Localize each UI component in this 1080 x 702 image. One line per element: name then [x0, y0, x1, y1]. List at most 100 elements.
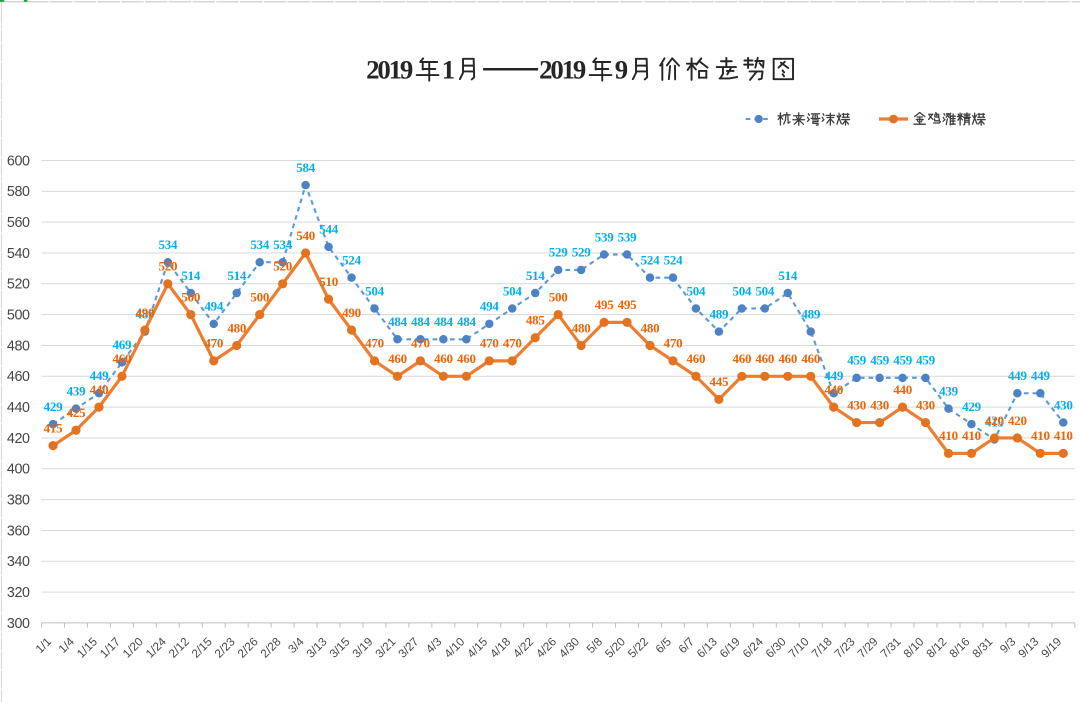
svg-text:439: 439: [67, 383, 87, 398]
svg-text:420: 420: [1008, 413, 1027, 428]
svg-text:320: 320: [7, 585, 30, 601]
svg-text:500: 500: [549, 289, 568, 304]
svg-text:459: 459: [847, 353, 867, 368]
svg-text:504: 504: [755, 283, 775, 298]
svg-text:440: 440: [824, 382, 843, 397]
svg-text:500: 500: [250, 289, 269, 304]
svg-text:500: 500: [181, 289, 200, 304]
svg-text:489: 489: [710, 306, 730, 321]
svg-text:540: 540: [296, 228, 315, 243]
svg-text:600: 600: [7, 153, 30, 169]
svg-text:470: 470: [204, 336, 223, 351]
svg-text:544: 544: [319, 222, 339, 237]
svg-text:419: 419: [985, 414, 1005, 429]
svg-text:480: 480: [7, 338, 30, 354]
svg-text:480: 480: [572, 320, 591, 335]
svg-text:460: 460: [755, 351, 774, 366]
svg-text:430: 430: [870, 397, 889, 412]
svg-text:449: 449: [824, 368, 844, 383]
svg-text:540: 540: [7, 246, 30, 262]
svg-text:410: 410: [962, 428, 981, 443]
svg-text:410: 410: [939, 428, 958, 443]
svg-text:510: 510: [319, 274, 338, 289]
svg-text:380: 380: [7, 493, 30, 509]
svg-text:460: 460: [7, 369, 30, 385]
svg-text:520: 520: [158, 259, 177, 274]
svg-text:460: 460: [801, 351, 820, 366]
svg-text:495: 495: [595, 297, 615, 312]
svg-text:504: 504: [687, 283, 707, 298]
svg-text:1: 1: [442, 54, 455, 84]
svg-text:460: 460: [778, 351, 797, 366]
svg-text:460: 460: [388, 351, 407, 366]
svg-text:524: 524: [664, 252, 684, 267]
svg-text:449: 449: [1008, 368, 1028, 383]
svg-text:445: 445: [710, 374, 730, 389]
svg-text:514: 514: [526, 268, 546, 283]
svg-text:440: 440: [893, 382, 912, 397]
svg-text:440: 440: [90, 382, 109, 397]
svg-text:459: 459: [893, 353, 913, 368]
svg-text:459: 459: [870, 353, 890, 368]
svg-text:469: 469: [113, 337, 133, 352]
svg-text:524: 524: [641, 252, 661, 267]
svg-text:420: 420: [985, 413, 1004, 428]
svg-text:560: 560: [7, 215, 30, 231]
svg-text:460: 460: [457, 351, 476, 366]
svg-text:470: 470: [480, 336, 499, 351]
svg-text:470: 470: [365, 336, 384, 351]
svg-text:429: 429: [962, 399, 982, 414]
svg-text:460: 460: [732, 351, 751, 366]
svg-text:490: 490: [342, 305, 361, 320]
svg-text:459: 459: [916, 353, 936, 368]
svg-text:529: 529: [549, 245, 569, 260]
svg-text:504: 504: [503, 283, 523, 298]
svg-text:539: 539: [618, 229, 638, 244]
svg-text:504: 504: [365, 283, 385, 298]
svg-text:480: 480: [641, 320, 660, 335]
svg-text:9: 9: [615, 54, 628, 84]
svg-text:500: 500: [7, 308, 30, 324]
svg-text:300: 300: [7, 616, 30, 632]
svg-text:470: 470: [503, 336, 522, 351]
svg-text:440: 440: [7, 400, 30, 416]
svg-text:524: 524: [342, 252, 362, 267]
svg-text:484: 484: [411, 314, 431, 329]
svg-text:584: 584: [296, 160, 316, 175]
svg-text:449: 449: [90, 368, 110, 383]
svg-text:415: 415: [44, 420, 64, 435]
svg-text:485: 485: [526, 313, 546, 328]
svg-text:520: 520: [7, 277, 30, 293]
svg-text:484: 484: [457, 314, 477, 329]
svg-text:534: 534: [250, 237, 270, 252]
svg-text:340: 340: [7, 554, 30, 570]
svg-text:514: 514: [181, 268, 201, 283]
svg-text:470: 470: [411, 336, 430, 351]
svg-text:430: 430: [1054, 397, 1073, 412]
svg-text:430: 430: [916, 397, 935, 412]
svg-text:514: 514: [778, 268, 798, 283]
svg-text:580: 580: [7, 184, 30, 200]
svg-text:425: 425: [67, 405, 87, 420]
svg-text:2019: 2019: [539, 54, 586, 84]
svg-text:460: 460: [687, 351, 706, 366]
svg-text:410: 410: [1031, 428, 1050, 443]
svg-text:529: 529: [572, 245, 592, 260]
svg-text:480: 480: [227, 320, 246, 335]
svg-text:539: 539: [595, 229, 615, 244]
svg-text:534: 534: [158, 237, 178, 252]
svg-text:460: 460: [434, 351, 453, 366]
svg-text:534: 534: [273, 237, 293, 252]
svg-text:494: 494: [204, 299, 224, 314]
svg-text:484: 484: [388, 314, 408, 329]
svg-text:420: 420: [7, 431, 30, 447]
svg-text:504: 504: [732, 283, 752, 298]
svg-text:360: 360: [7, 523, 30, 539]
svg-text:439: 439: [939, 383, 959, 398]
svg-text:495: 495: [618, 297, 638, 312]
svg-text:430: 430: [847, 397, 866, 412]
svg-text:489: 489: [801, 306, 821, 321]
svg-text:2019: 2019: [366, 54, 413, 84]
svg-text:410: 410: [1054, 428, 1073, 443]
svg-text:460: 460: [113, 351, 132, 366]
